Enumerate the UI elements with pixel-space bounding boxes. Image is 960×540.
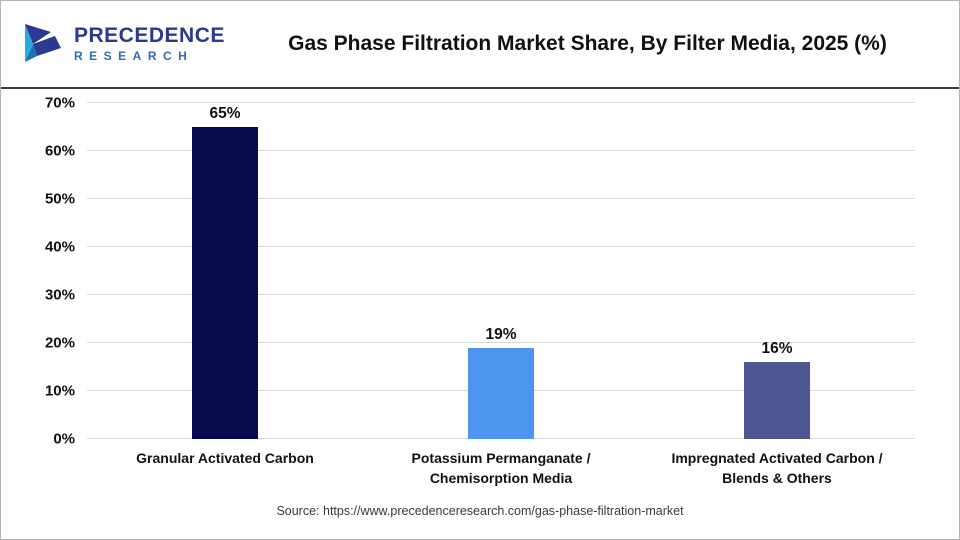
- plot-area: 65% 19% 16%: [87, 102, 915, 439]
- gridline: [87, 342, 915, 343]
- y-tick-label: 10%: [44, 382, 75, 400]
- logo-subtitle: RESEARCH: [74, 49, 194, 64]
- gridline: [87, 246, 915, 247]
- y-tick-label: 50%: [44, 190, 75, 208]
- x-axis: Granular Activated Carbon Potassium Perma…: [15, 439, 915, 488]
- x-labels: Granular Activated Carbon Potassium Perma…: [87, 439, 915, 488]
- plot-grid: 0% 10% 20% 30% 40% 50% 60% 70% 65% 19% 16%: [15, 95, 915, 448]
- logo: PRECEDENCE RESEARCH: [21, 22, 246, 66]
- bar: [192, 127, 258, 439]
- bar: [468, 347, 534, 439]
- category-label: Impregnated Activated Carbon / Blends & …: [671, 450, 883, 486]
- y-tick-label: 0%: [53, 430, 75, 448]
- bars: 65% 19% 16%: [87, 103, 915, 439]
- y-tick-label: 60%: [44, 142, 75, 160]
- bar-value-label: 16%: [761, 340, 793, 358]
- precedence-logo-icon: [25, 24, 61, 62]
- x-axis-spacer: [15, 439, 87, 488]
- bar-chart: 0% 10% 20% 30% 40% 50% 60% 70% 65% 19% 16% Granul…: [1, 89, 959, 488]
- logo-text: PRECEDENCE RESEARCH: [74, 25, 225, 63]
- y-tick-label: 40%: [44, 238, 75, 256]
- y-tick-label: 30%: [44, 286, 75, 304]
- y-tick-label: 70%: [44, 94, 75, 112]
- bar-column: 65%: [87, 103, 363, 439]
- bar-column: 16%: [639, 103, 915, 439]
- bar: [744, 362, 810, 439]
- gridline: [87, 294, 915, 295]
- bar-column: 19%: [363, 103, 639, 439]
- y-tick-label: 20%: [44, 334, 75, 352]
- chart-title: Gas Phase Filtration Market Share, By Fi…: [288, 32, 887, 55]
- logo-wordmark: PRECEDENCE: [74, 24, 225, 48]
- y-axis: 0% 10% 20% 30% 40% 50% 60% 70%: [15, 95, 87, 448]
- category-label: Granular Activated Carbon: [136, 450, 314, 466]
- gridline: [87, 102, 915, 103]
- bar-value-label: 65%: [209, 105, 241, 123]
- source-text: Source: https://www.precedenceresearch.c…: [276, 504, 684, 519]
- bar-value-label: 19%: [485, 325, 517, 343]
- gridline: [87, 198, 915, 199]
- header: PRECEDENCE RESEARCH Gas Phase Filtration…: [1, 1, 959, 89]
- gridline: [87, 150, 915, 151]
- category-label: Potassium Permanganate / Chemisorption M…: [411, 450, 591, 486]
